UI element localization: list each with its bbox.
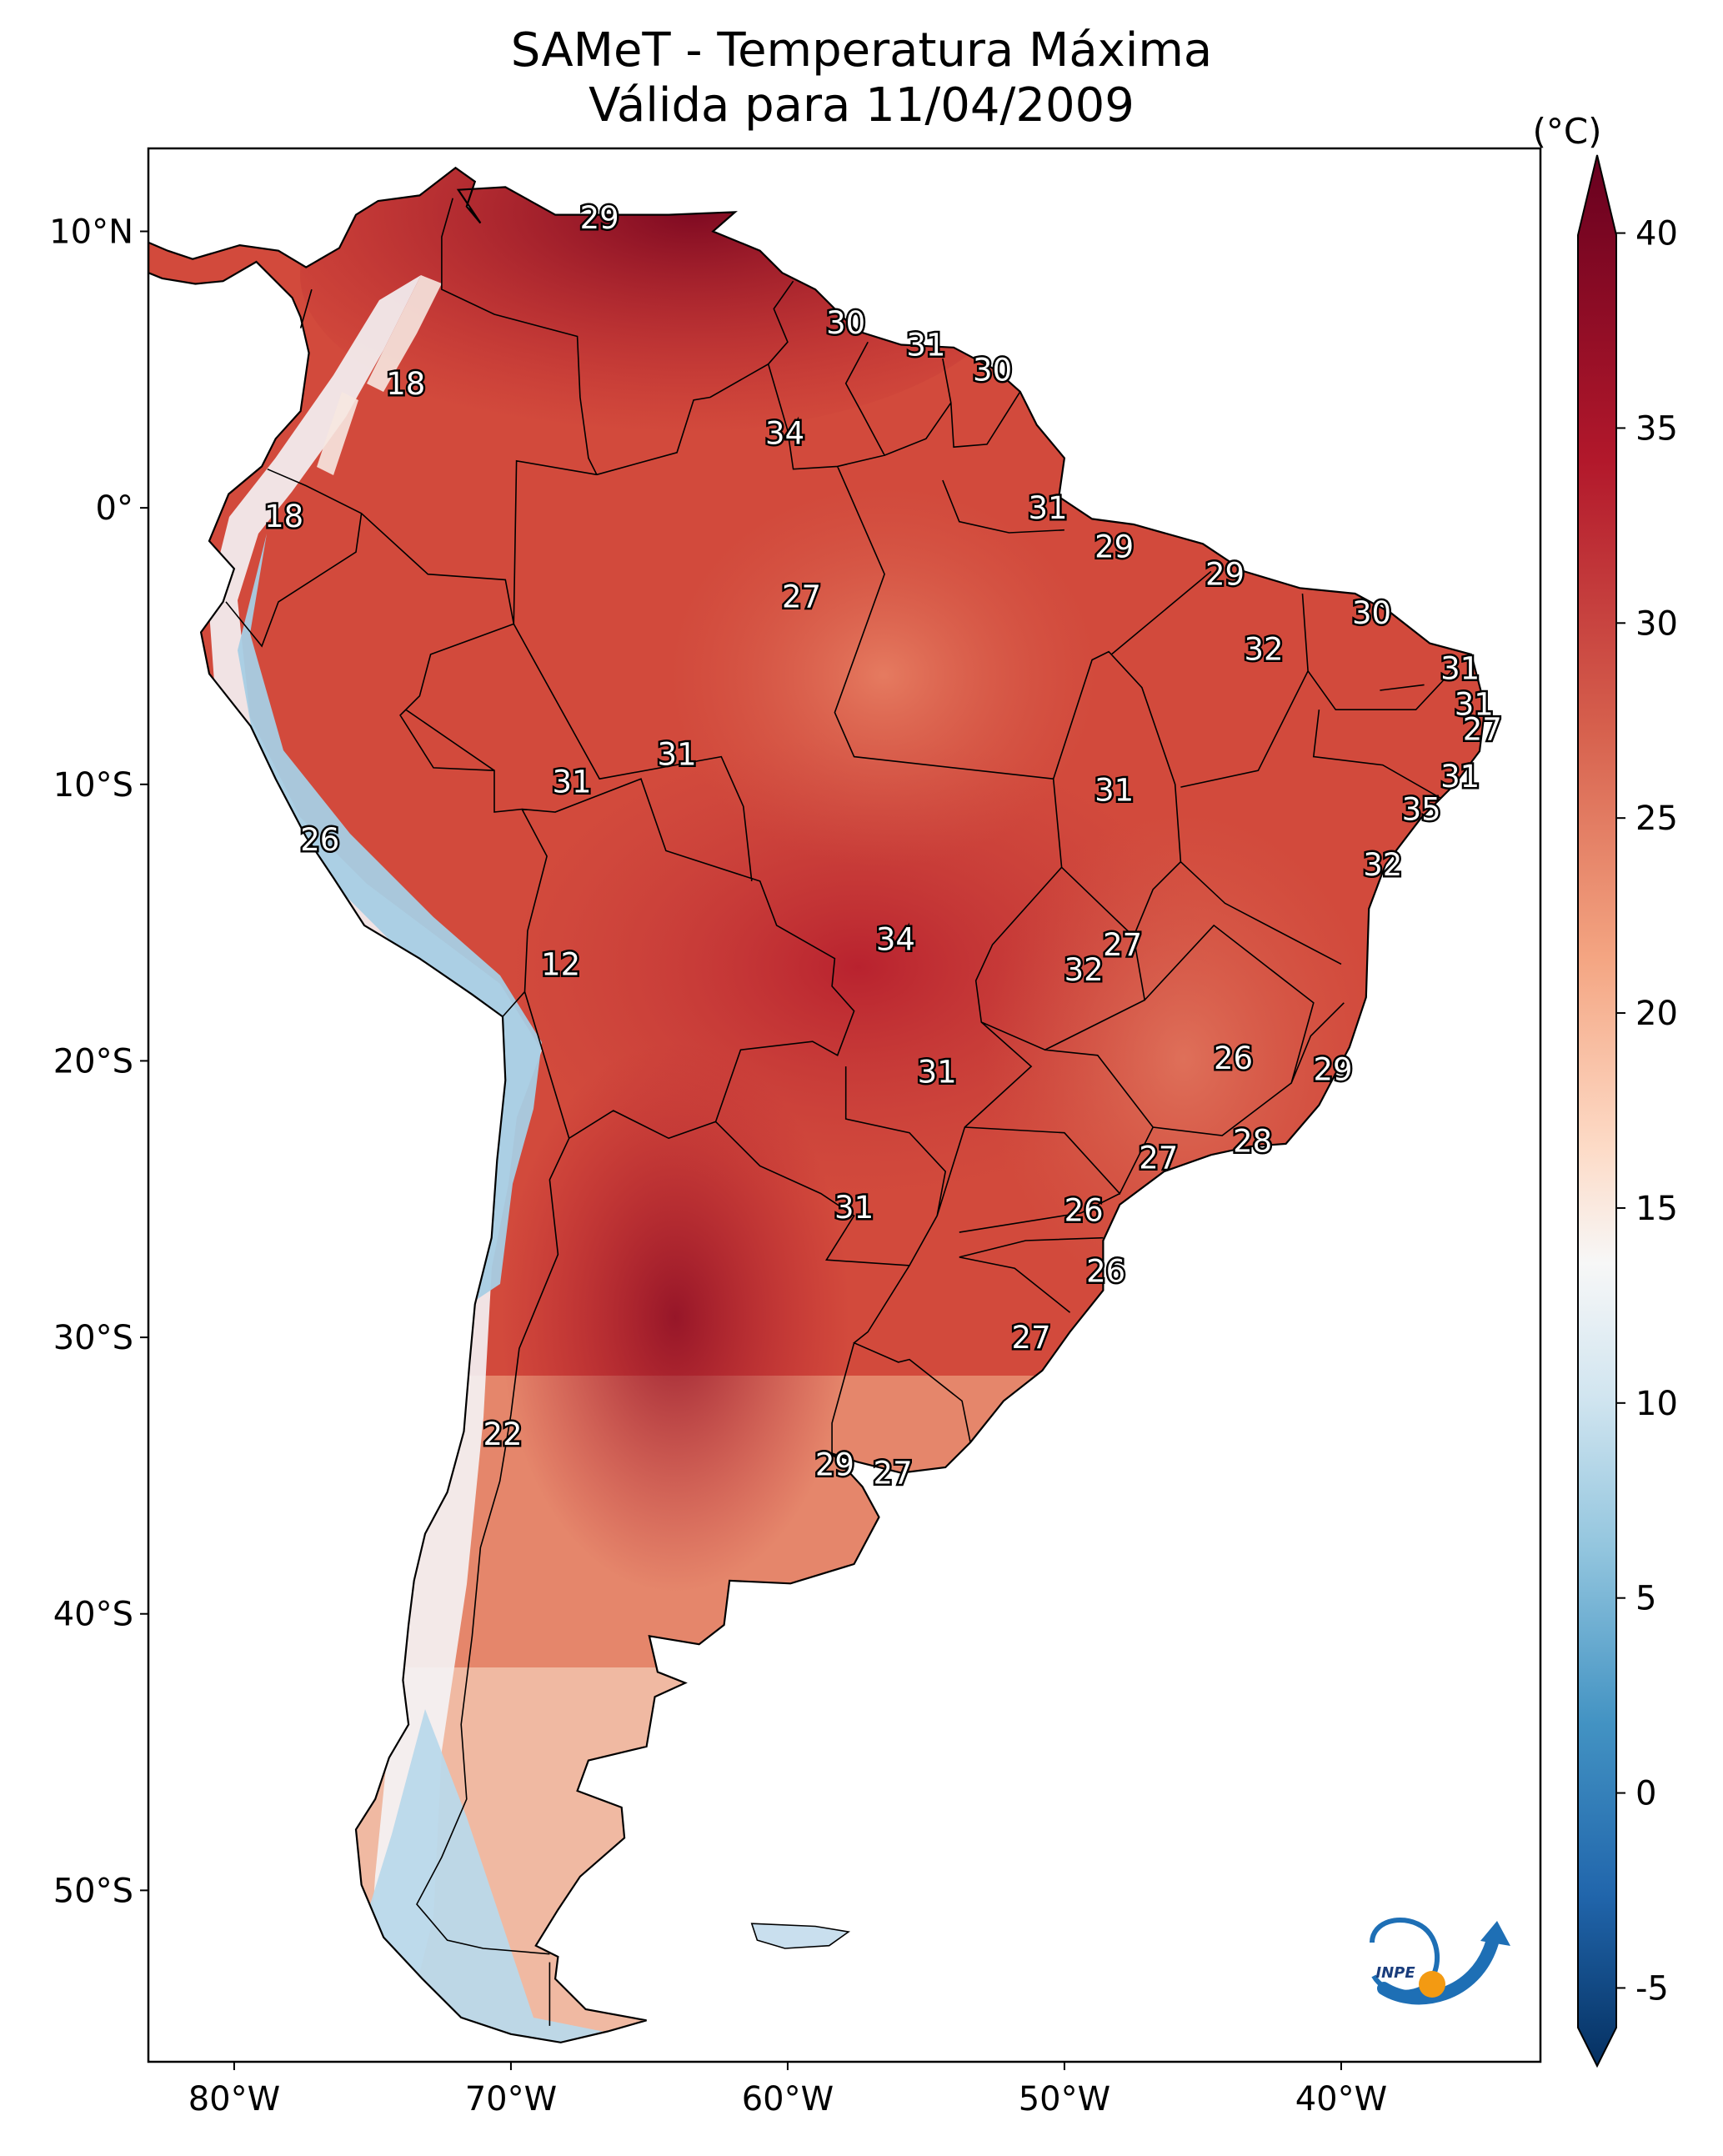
station-label: 27 <box>1012 1320 1051 1356</box>
andes-cool-band <box>208 275 542 2018</box>
station-label: 32 <box>1244 631 1283 667</box>
logo-text: INPE <box>1375 1964 1415 1982</box>
station-label: 27 <box>1463 712 1502 748</box>
south-america-coastline <box>148 166 1486 2043</box>
longitude-ticks: 80°W 70°W 60°W 50°W 40°W <box>188 2062 1387 2118</box>
latitude-ticks: 10°N 0° 10°S 20°S 30°S 40°S 50°S <box>49 213 148 1910</box>
map-frame <box>147 147 1542 2063</box>
lat-tick-label: 10°N <box>49 213 133 251</box>
station-label: 31 <box>834 1190 874 1226</box>
country-state-borders <box>225 198 1455 2026</box>
colombia-cool-band <box>317 275 442 475</box>
colorbar-ticks: 40 35 30 25 20 15 10 5 0 -5 <box>1616 215 1678 2008</box>
colorbar-tick-label: 30 <box>1635 604 1678 643</box>
station-label: 18 <box>264 499 303 534</box>
station-label: 12 <box>541 946 580 982</box>
title-line-1: SAMeT - Temperatura Máxima <box>510 23 1213 78</box>
land-fill <box>148 168 1485 2043</box>
colorbar-tick-label: 25 <box>1635 800 1678 838</box>
station-label: 35 <box>1402 792 1441 828</box>
station-label: 31 <box>1440 759 1480 795</box>
station-label: 30 <box>1352 595 1391 631</box>
station-label: 32 <box>1363 847 1402 883</box>
falkland-islands <box>750 1923 851 1949</box>
station-label: 22 <box>483 1416 522 1452</box>
station-label: 28 <box>1233 1124 1272 1160</box>
station-label: 34 <box>876 922 915 958</box>
lat-tick-label: 30°S <box>53 1319 133 1357</box>
lat-tick-label: 50°S <box>53 1872 133 1910</box>
station-label: 34 <box>765 416 804 452</box>
station-label: 30 <box>826 305 865 341</box>
station-label: 30 <box>973 352 1012 388</box>
colorbar-tick-label: 5 <box>1635 1580 1656 1618</box>
station-label: 27 <box>1103 927 1142 963</box>
station-label: 29 <box>815 1447 854 1483</box>
colorbar-tick-label: -5 <box>1635 1969 1669 2008</box>
lon-tick-label: 50°W <box>1019 2080 1110 2118</box>
colorbar-tick-label: 20 <box>1635 995 1678 1033</box>
colorbar-tick-label: 0 <box>1635 1775 1656 1813</box>
lat-tick-label: 10°S <box>53 766 133 805</box>
station-label: 26 <box>300 822 339 858</box>
station-label: 26 <box>1086 1254 1125 1290</box>
station-label: 29 <box>1313 1051 1352 1087</box>
colorbar-tick-label: 40 <box>1635 215 1678 253</box>
colorbar-unit: (°C) <box>1532 111 1601 152</box>
station-label: 32 <box>1064 952 1104 988</box>
station-label: 31 <box>1028 490 1067 526</box>
station-label: 27 <box>1139 1141 1178 1176</box>
station-label: 18 <box>386 366 425 402</box>
station-label: 27 <box>874 1456 913 1492</box>
andes-blue-band <box>238 534 542 1301</box>
station-label: 31 <box>1440 651 1480 687</box>
colorbar: (°C) 40 35 30 25 20 15 10 5 0 -5 <box>1532 111 1678 2068</box>
title-line-2: Válida para 11/04/2009 <box>589 78 1134 133</box>
colorbar-tick-label: 35 <box>1635 409 1678 448</box>
station-label: 27 <box>782 579 821 614</box>
station-label: 31 <box>658 736 697 772</box>
lon-tick-label: 40°W <box>1295 2080 1387 2118</box>
colorbar-tick-label: 10 <box>1635 1385 1678 1423</box>
station-label: 31 <box>1455 687 1494 723</box>
station-label: 29 <box>580 200 619 236</box>
station-label: 26 <box>1214 1040 1253 1076</box>
inpe-logo-icon: INPE <box>1370 1917 1510 2005</box>
station-label: 31 <box>918 1055 957 1091</box>
station-label: 31 <box>1094 772 1134 808</box>
colorbar-tick-label: 15 <box>1635 1190 1678 1228</box>
lon-tick-label: 70°W <box>465 2080 557 2118</box>
station-label: 29 <box>1094 529 1134 565</box>
lon-tick-label: 60°W <box>742 2080 834 2118</box>
station-label: 29 <box>1205 557 1245 593</box>
station-label: 26 <box>1064 1193 1104 1229</box>
station-label: 31 <box>906 328 945 364</box>
colorbar-bar <box>1577 154 1617 2068</box>
lat-tick-label: 20°S <box>53 1042 133 1081</box>
lat-tick-label: 40°S <box>53 1596 133 1634</box>
lon-tick-label: 80°W <box>188 2080 280 2118</box>
lat-tick-label: 0° <box>96 489 133 528</box>
station-label: 31 <box>552 765 591 800</box>
map-title: SAMeT - Temperatura Máxima Válida para 1… <box>0 23 1723 133</box>
